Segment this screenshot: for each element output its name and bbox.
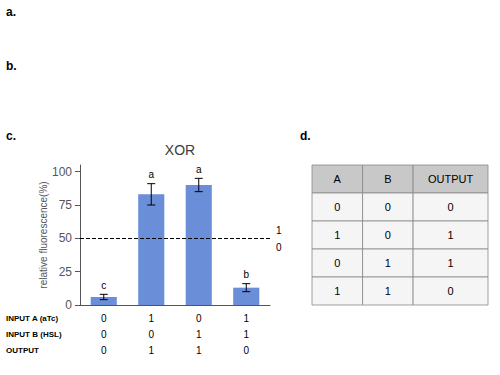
- svg-text:1: 1: [334, 285, 340, 297]
- svg-text:c.: c.: [6, 129, 16, 143]
- svg-text:OUTPUT: OUTPUT: [428, 173, 474, 185]
- svg-text:0: 0: [276, 242, 282, 253]
- svg-text:1: 1: [196, 345, 202, 356]
- svg-text:0: 0: [148, 329, 154, 340]
- svg-text:a: a: [148, 169, 154, 180]
- svg-text:1: 1: [243, 329, 249, 340]
- svg-text:INPUT A (aTc): INPUT A (aTc): [6, 314, 58, 323]
- svg-text:1: 1: [276, 225, 282, 236]
- svg-text:XOR: XOR: [165, 142, 195, 158]
- svg-text:0: 0: [65, 298, 72, 312]
- svg-text:d.: d.: [300, 129, 311, 143]
- svg-text:1: 1: [447, 229, 453, 241]
- svg-text:1: 1: [334, 229, 340, 241]
- svg-text:a.: a.: [6, 5, 16, 19]
- svg-text:0: 0: [334, 201, 340, 213]
- svg-text:0: 0: [243, 345, 249, 356]
- svg-text:0: 0: [334, 257, 340, 269]
- svg-text:INPUT B (HSL): INPUT B (HSL): [6, 330, 62, 339]
- svg-text:0: 0: [447, 201, 453, 213]
- svg-text:0: 0: [101, 329, 107, 340]
- svg-text:0: 0: [447, 285, 453, 297]
- svg-text:1: 1: [385, 257, 391, 269]
- svg-text:1: 1: [385, 285, 391, 297]
- svg-text:a: a: [196, 164, 202, 175]
- svg-text:50: 50: [59, 231, 73, 245]
- svg-text:0: 0: [385, 229, 391, 241]
- svg-text:1: 1: [243, 313, 249, 324]
- svg-text:b: b: [243, 269, 249, 280]
- svg-text:0: 0: [385, 201, 391, 213]
- svg-text:c: c: [101, 280, 106, 291]
- svg-text:B: B: [384, 173, 391, 185]
- svg-text:relative fluorescence(%): relative fluorescence(%): [38, 181, 49, 288]
- svg-text:1: 1: [196, 329, 202, 340]
- svg-text:A: A: [334, 173, 342, 185]
- svg-text:1: 1: [447, 257, 453, 269]
- svg-text:1: 1: [148, 345, 154, 356]
- svg-text:0: 0: [101, 345, 107, 356]
- svg-text:1: 1: [148, 313, 154, 324]
- svg-text:b.: b.: [6, 59, 17, 73]
- svg-text:0: 0: [101, 313, 107, 324]
- svg-text:0: 0: [196, 313, 202, 324]
- svg-text:25: 25: [59, 265, 73, 279]
- svg-text:75: 75: [59, 198, 73, 212]
- svg-text:100: 100: [52, 165, 72, 179]
- svg-text:OUTPUT: OUTPUT: [6, 346, 39, 355]
